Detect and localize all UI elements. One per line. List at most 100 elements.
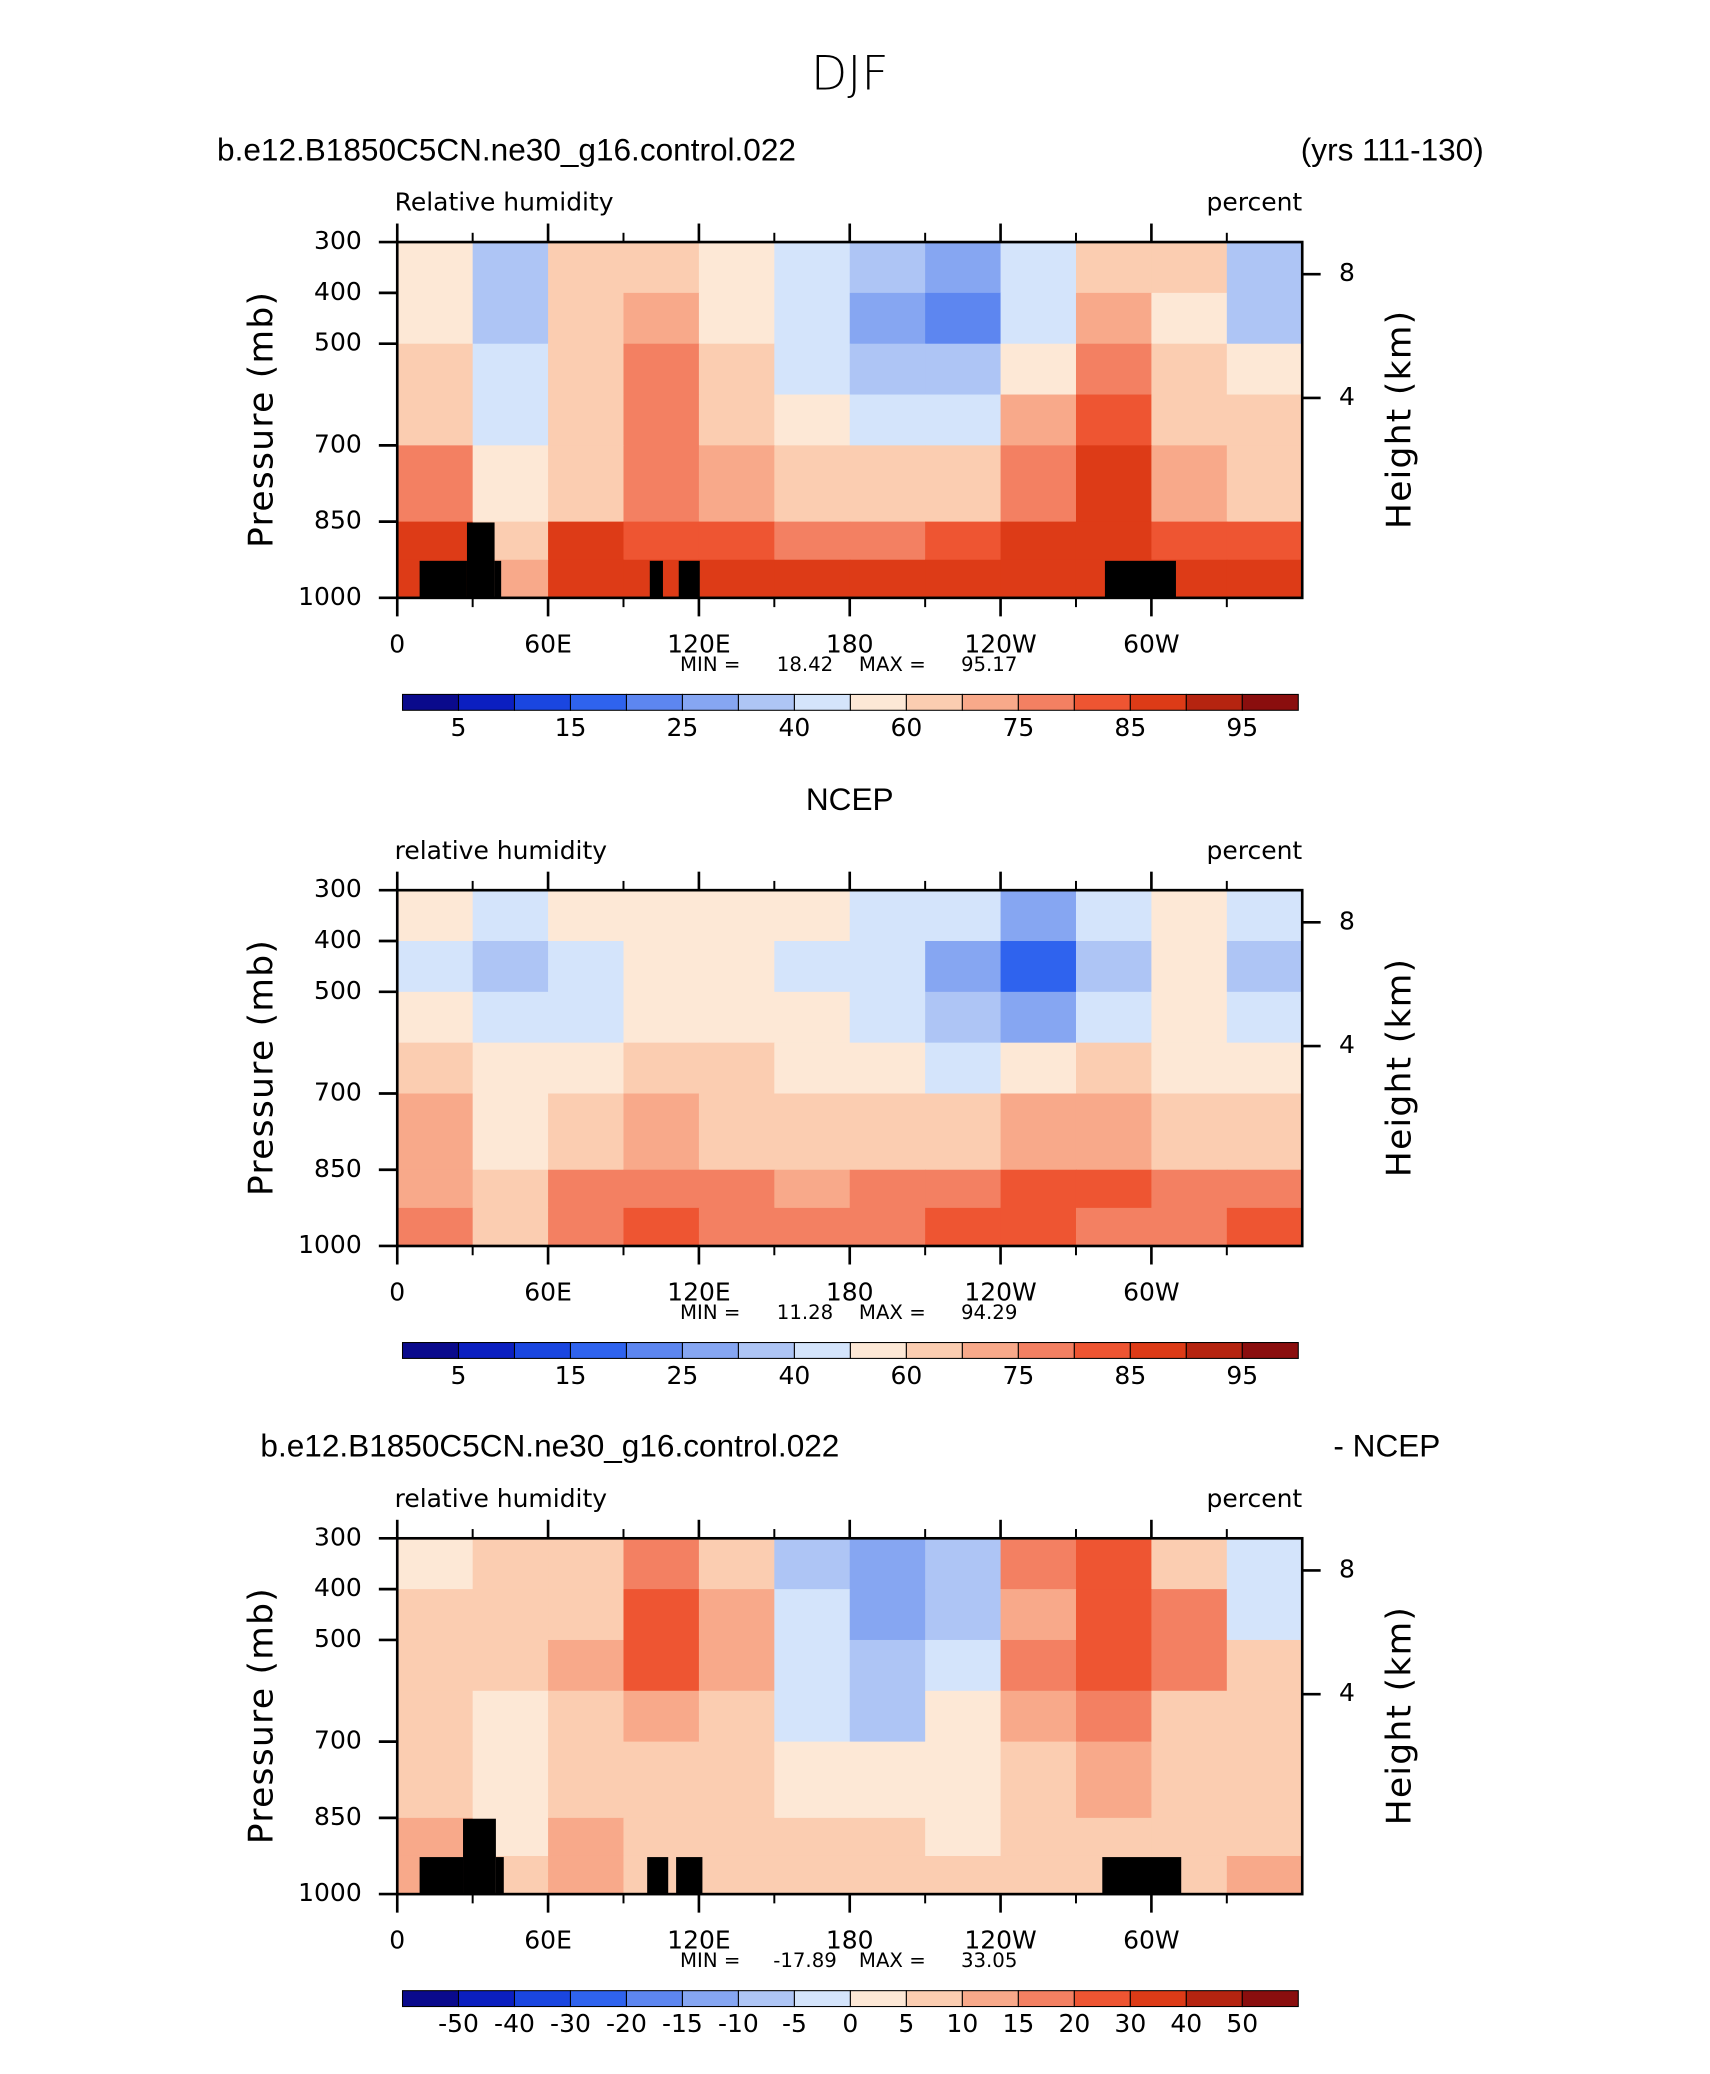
max-value: 94.29 (961, 1301, 1017, 1324)
colorbar-box (625, 693, 683, 711)
field-cell (1000, 343, 1077, 396)
colorbar-label: 40 (1170, 2009, 1202, 2038)
field-cell (849, 1855, 926, 1895)
min-value: 11.28 (777, 1301, 833, 1324)
field-cell (1151, 292, 1228, 345)
field-cell (849, 1741, 926, 1819)
field-cell (849, 1690, 926, 1743)
field-cell (1151, 1817, 1228, 1857)
colorbar-box (737, 1342, 795, 1359)
field-cell (1075, 941, 1153, 993)
field-cell (472, 1741, 549, 1819)
colorbar-label: 85 (1114, 713, 1146, 742)
field-cell (1000, 394, 1077, 447)
field-cell (1075, 1639, 1153, 1692)
variable-name: relative humidity (395, 1484, 608, 1513)
field-cell (925, 1855, 1002, 1895)
field-cell (1000, 1690, 1077, 1743)
panel-title: NCEP (806, 781, 894, 817)
field-cell (698, 1589, 775, 1641)
y-tick-label: 700 (314, 1077, 362, 1106)
field-cell (1151, 1589, 1228, 1641)
colorbar-label: -10 (718, 2009, 759, 2038)
colorbar-box (961, 1990, 1019, 2008)
colorbar-box (1185, 693, 1243, 711)
field-cell (774, 1589, 851, 1641)
field-cell (1151, 941, 1228, 993)
x-tick-label: 120W (964, 1278, 1036, 1307)
field-cell (548, 1855, 625, 1895)
land (649, 560, 663, 598)
field-cell (397, 890, 474, 942)
colorbar-box (513, 693, 571, 711)
x-tick-label: 60E (524, 1926, 572, 1955)
field-cell (1151, 343, 1228, 396)
field-cell (698, 890, 775, 942)
variable-name: relative humidity (395, 836, 608, 865)
field-cell (1151, 1042, 1228, 1095)
colorbar-label: 25 (667, 713, 699, 742)
field-cell (849, 941, 926, 993)
min-value: -17.89 (773, 1949, 837, 1972)
field-cell (849, 394, 926, 447)
colorbar-box (961, 1342, 1019, 1359)
field-cell (548, 1639, 625, 1692)
field-cell (1226, 991, 1303, 1044)
field-cell (472, 1589, 549, 1641)
field-cell (1226, 521, 1303, 561)
field-cell (548, 521, 625, 561)
x-tick-label: 180 (826, 629, 874, 658)
colorbar-box (1129, 1990, 1187, 2008)
y-tick-label: 700 (314, 1726, 362, 1755)
colorbar-box (737, 693, 795, 711)
colorbar-label: 30 (1114, 2009, 1146, 2038)
field-cell (397, 1817, 474, 1857)
field-cell (623, 1639, 700, 1692)
y-tick-label: 400 (314, 1573, 362, 1602)
field-cell (925, 242, 1002, 294)
field-cell (774, 521, 851, 561)
field-cell (925, 1093, 1002, 1171)
field-cell (548, 242, 625, 294)
panel-title-left: b.e12.B1850C5CN.ne30_g16.control.022 (260, 1428, 839, 1464)
field-cell (1075, 343, 1153, 396)
field-cell (925, 343, 1002, 396)
x-tick-label: 120W (964, 1926, 1036, 1955)
field-cell (1075, 445, 1153, 523)
field-cell (548, 1589, 625, 1641)
field-cell (774, 890, 851, 942)
y-tick-label: 850 (314, 1802, 362, 1831)
field-cell (774, 1817, 851, 1857)
x-tick-label: 60W (1123, 1278, 1179, 1307)
field-cell (623, 343, 700, 396)
field-cell (623, 1093, 700, 1171)
field-cell (774, 1169, 851, 1209)
panel-title-right: - NCEP (1333, 1428, 1440, 1464)
field-cell (1226, 242, 1303, 294)
field-cell (774, 941, 851, 993)
colorbar-label: 15 (555, 1361, 587, 1390)
colorbar-box (681, 1990, 739, 2008)
field-cell (397, 394, 474, 447)
field-cell (774, 1741, 851, 1819)
field-cell (698, 1207, 775, 1247)
field-cell (623, 292, 700, 345)
min-label: MIN = (680, 1949, 740, 1972)
field-cell (1075, 292, 1153, 345)
field-cell (698, 394, 775, 447)
units: percent (1207, 1484, 1303, 1513)
x-tick-label: 180 (826, 1926, 874, 1955)
colorbar-box (849, 1342, 907, 1359)
colorbar-label: -50 (438, 2009, 479, 2038)
colorbar-box (569, 1990, 627, 2008)
field-cell (1226, 1169, 1303, 1209)
field-cell (623, 1169, 700, 1209)
land (647, 1857, 669, 1895)
field-cell (1000, 1093, 1077, 1171)
field-cell (1000, 890, 1077, 942)
field-cell (548, 1093, 625, 1171)
colorbar-box (1129, 693, 1187, 711)
field-cell (1226, 1093, 1303, 1171)
land (419, 1857, 464, 1895)
